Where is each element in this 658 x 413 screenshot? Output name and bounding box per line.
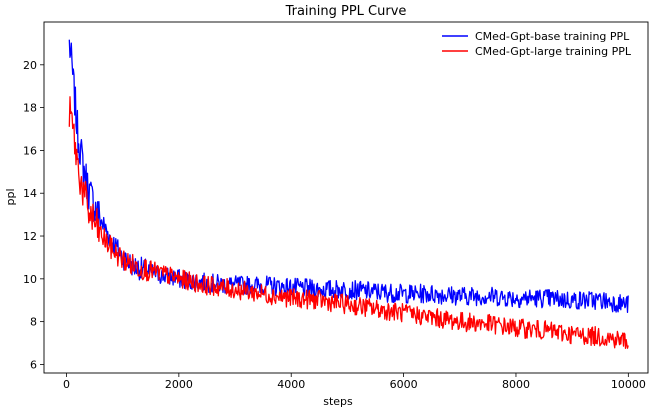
legend-box xyxy=(432,26,642,62)
x-tick-label: 8000 xyxy=(502,378,530,391)
chart-title: Training PPL Curve xyxy=(285,4,407,19)
y-tick-label: 10 xyxy=(23,273,37,286)
y-axis: 6 8 10 12 14 16 18 20 xyxy=(23,59,44,371)
y-tick-label: 20 xyxy=(23,59,37,72)
x-axis: 0 2000 4000 6000 8000 10000 xyxy=(63,373,646,391)
legend-entry: CMed-Gpt-base training PPL xyxy=(475,30,630,43)
x-tick-label: 0 xyxy=(63,378,70,391)
y-tick-label: 14 xyxy=(23,187,37,200)
y-tick-label: 12 xyxy=(23,230,37,243)
x-tick-label: 4000 xyxy=(277,378,305,391)
legend-entry: CMed-Gpt-large training PPL xyxy=(475,45,632,58)
y-tick-label: 18 xyxy=(23,102,37,115)
x-axis-label: steps xyxy=(323,395,353,408)
y-axis-label: ppl xyxy=(4,188,17,205)
series-layer xyxy=(68,39,629,349)
series-line-1 xyxy=(68,96,629,349)
x-tick-label: 6000 xyxy=(390,378,418,391)
y-tick-label: 16 xyxy=(23,144,37,157)
x-tick-label: 2000 xyxy=(165,378,193,391)
x-tick-label: 10000 xyxy=(611,378,646,391)
y-tick-label: 8 xyxy=(30,316,37,329)
legend: CMed-Gpt-base training PPL CMed-Gpt-large… xyxy=(432,26,642,62)
y-tick-label: 6 xyxy=(30,358,37,371)
plot-area xyxy=(43,21,649,374)
